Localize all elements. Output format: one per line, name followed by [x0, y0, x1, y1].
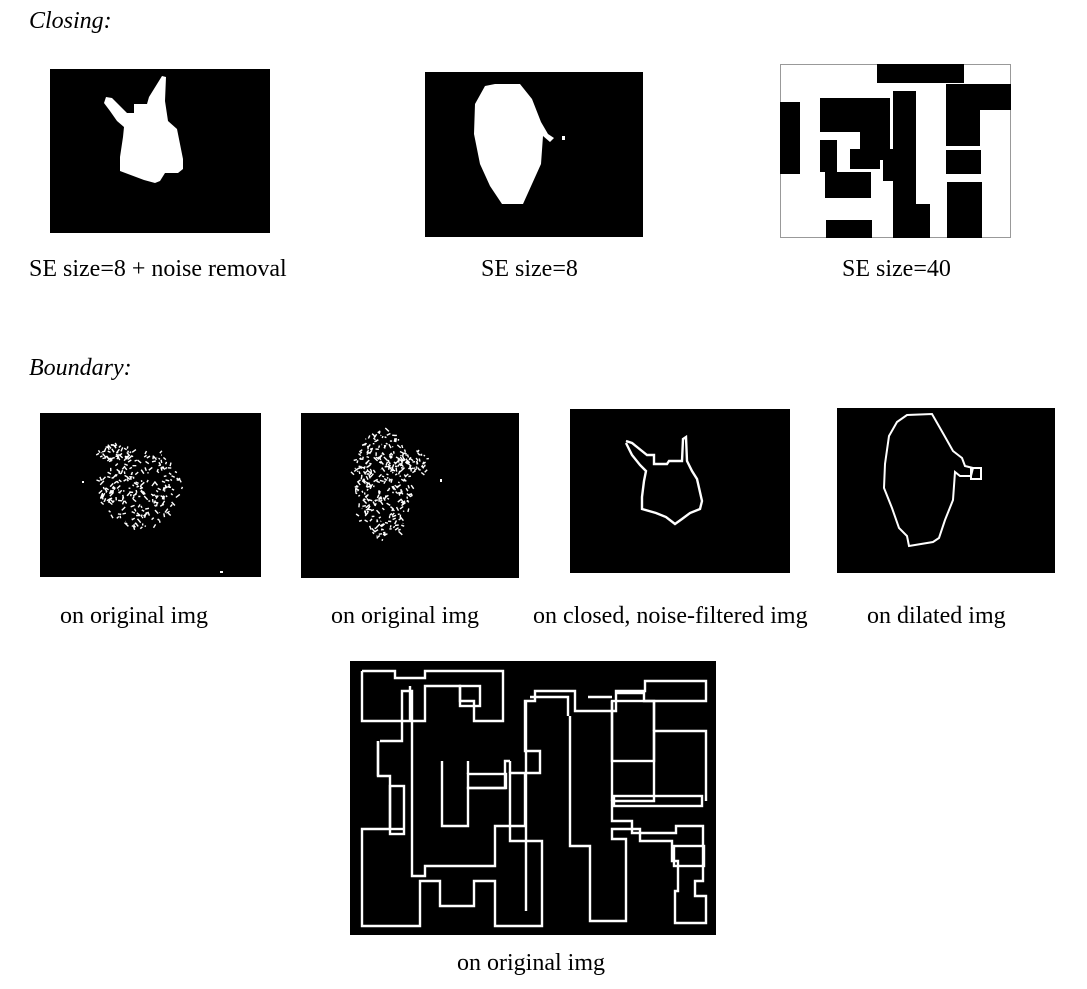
- scattered-boundary-pixels: [95, 442, 184, 530]
- caption-boundary-1: on original img: [60, 603, 208, 629]
- caption-closing-2: SE size=8: [481, 256, 578, 282]
- scattered-boundary-pixels: [350, 427, 429, 541]
- caption-boundary-5: on original img: [457, 950, 605, 976]
- boundary-image-original-2: [301, 413, 519, 578]
- closing-image-se8-noise-removed: [50, 69, 270, 233]
- closing-image-se40: [780, 64, 1011, 238]
- caption-closing-3: SE size=40: [842, 256, 951, 282]
- boundary-image-original-1: [40, 413, 261, 577]
- boundary-pixel-strokes: [96, 449, 184, 530]
- boundary-image-rectangles: [350, 661, 716, 935]
- caption-boundary-2: on original img: [331, 603, 479, 629]
- boundary-pixel-strokes: [95, 442, 131, 463]
- closed-blob: [474, 84, 554, 204]
- caption-boundary-3: on closed, noise-filtered img: [533, 603, 808, 629]
- closed-blob: [104, 76, 183, 183]
- blob-outline: [882, 412, 975, 548]
- rectangle-outlines: [360, 669, 708, 928]
- noise-speck: [562, 136, 565, 140]
- boundary-pixel-strokes: [405, 449, 429, 476]
- closing-heading: Closing:: [29, 8, 112, 34]
- caption-closing-1: SE size=8 + noise removal: [29, 256, 287, 282]
- boundary-heading: Boundary:: [29, 355, 132, 381]
- caption-boundary-4: on dilated img: [867, 603, 1006, 629]
- boundary-image-dilated: [837, 408, 1055, 573]
- blob-outline: [624, 434, 704, 526]
- closing-image-se8: [425, 72, 643, 237]
- boundary-image-closed-filtered: [570, 409, 790, 573]
